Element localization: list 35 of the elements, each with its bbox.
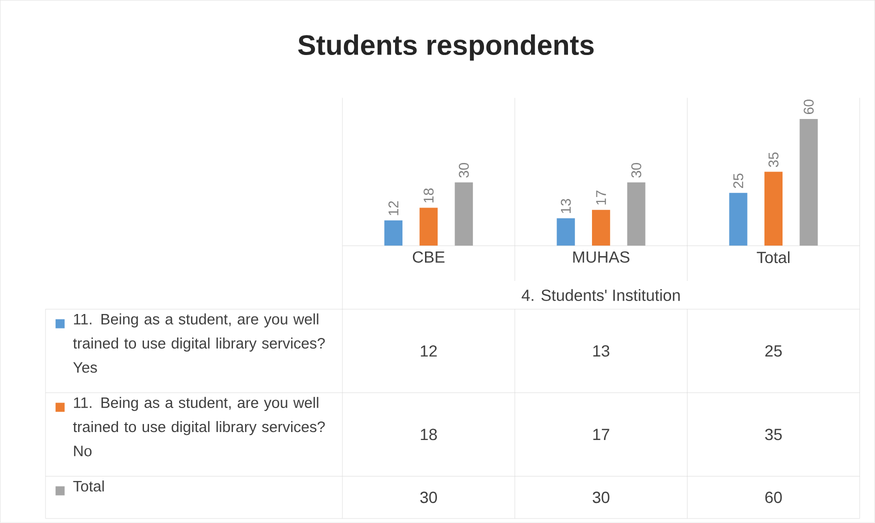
x-tick-label: CBE [412, 251, 444, 263]
data-label: 17 [593, 429, 610, 440]
text: 17 [596, 190, 606, 205]
data-label: 12 [420, 345, 437, 357]
x-tick-label: MUHAS [573, 251, 630, 263]
data-label: 13 [593, 345, 610, 357]
text: 30 [631, 163, 642, 178]
x-tick-label: Total [756, 251, 790, 264]
bar [729, 193, 748, 246]
bar [764, 172, 783, 246]
bar [556, 218, 575, 246]
text: 25 [733, 174, 744, 188]
data-label: 30 [420, 492, 437, 504]
data-label: 30 [592, 492, 610, 504]
bar [592, 210, 610, 246]
data-label: 25 [765, 345, 782, 357]
legend-label: 11. Being as a student, are you well trained to use digital library services? No [73, 397, 325, 456]
data-label: 60 [765, 492, 782, 504]
bar [420, 208, 438, 246]
data-label: 18 [420, 428, 437, 440]
bar [454, 182, 473, 246]
data-label: 35 [765, 428, 782, 440]
text: 12 [388, 201, 398, 216]
text: 13 [560, 199, 571, 214]
legend-label: Total [73, 480, 104, 492]
text: 35 [768, 152, 778, 168]
bar [384, 220, 402, 246]
bar [800, 119, 818, 246]
text: 18 [424, 188, 434, 203]
text: 30 [458, 163, 469, 178]
bar [627, 182, 646, 246]
chart-title: Students respondents [298, 34, 594, 61]
x-axis-title: 4. Students' Institution [522, 289, 680, 302]
text: 60 [804, 100, 814, 114]
legend-label: 11. Being as a student, are you well trained to use digital library services? Yes [73, 314, 325, 373]
